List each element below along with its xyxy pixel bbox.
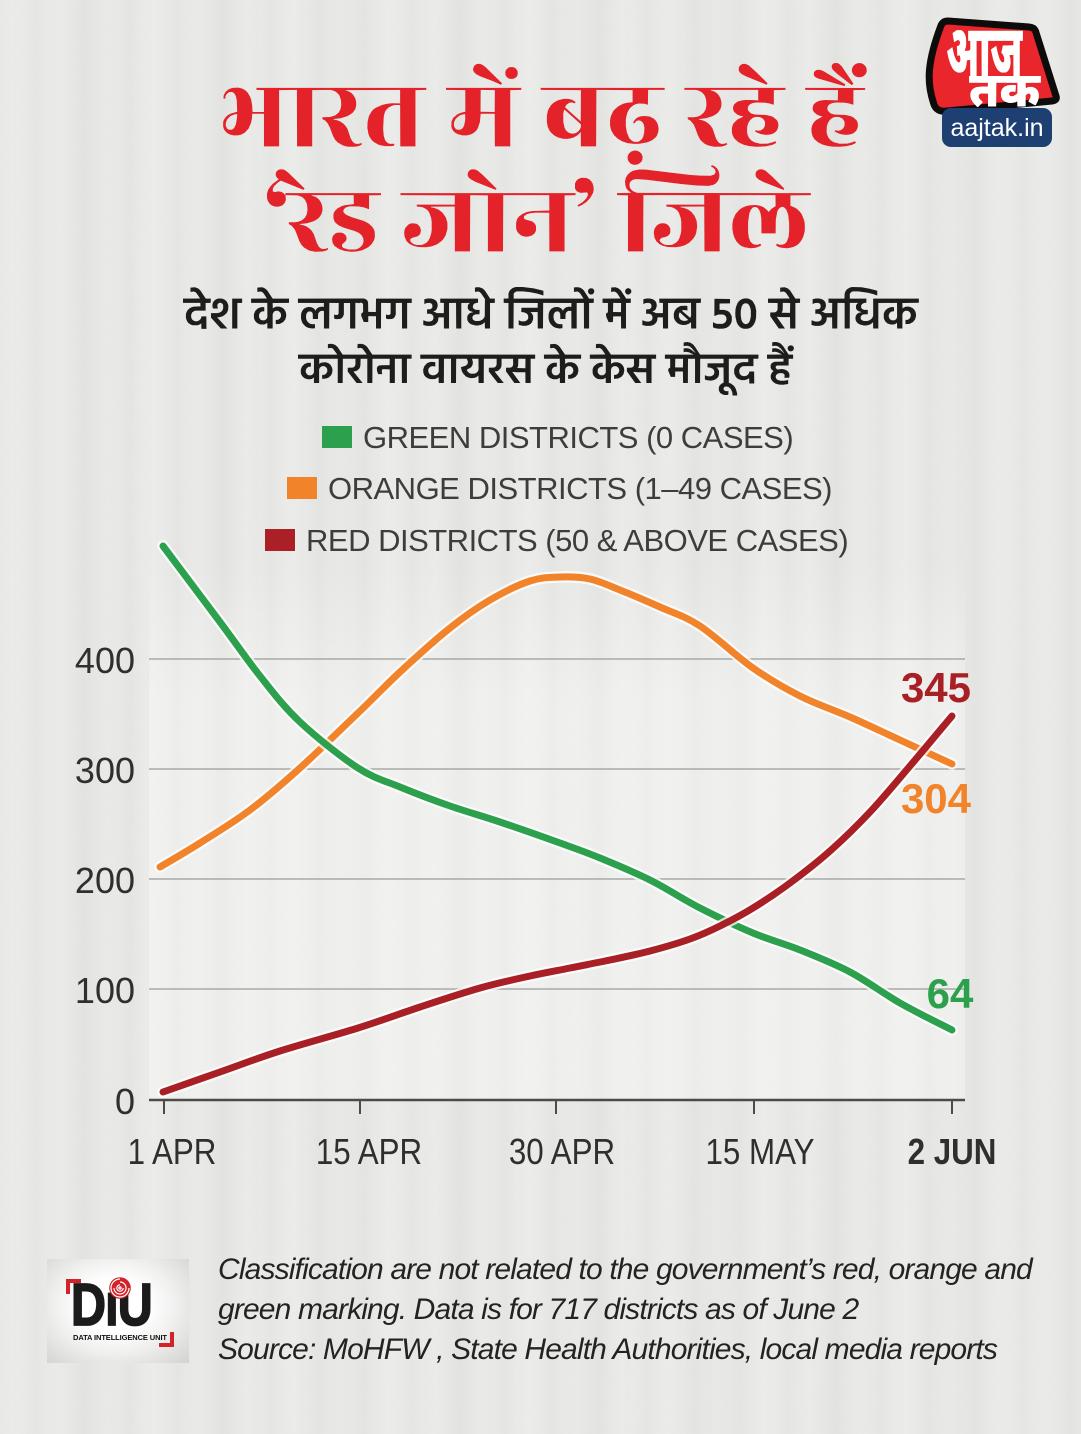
svg-text:aajtak.in: aajtak.in xyxy=(950,114,1043,142)
